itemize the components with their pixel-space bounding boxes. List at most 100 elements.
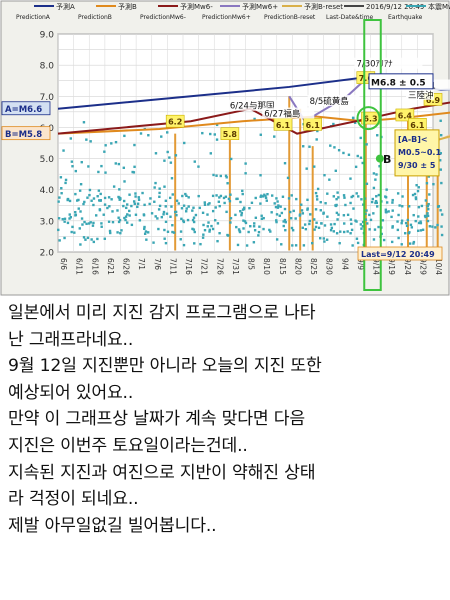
scatter-point — [133, 202, 136, 206]
scatter-point — [86, 196, 89, 199]
scatter-point — [434, 226, 437, 229]
scatter-point — [401, 195, 404, 198]
left-label-b: B=M5.8 — [5, 130, 42, 140]
scatter-point — [305, 167, 308, 170]
scatter-point — [334, 169, 337, 172]
x-tick-label: 6/11 — [75, 258, 84, 275]
scatter-point — [77, 207, 80, 210]
scatter-point — [427, 175, 431, 178]
scatter-point — [122, 199, 126, 203]
y-tick-label: 4.0 — [40, 186, 55, 196]
scatter-point — [172, 231, 176, 234]
event-label: 7/30ｱﾘｱﾅ — [356, 60, 392, 70]
scatter-point — [211, 209, 215, 213]
scatter-point — [361, 225, 365, 228]
scatter-point — [391, 209, 394, 212]
scatter-point — [236, 243, 240, 247]
scatter-point — [162, 213, 165, 216]
scatter-point — [87, 222, 91, 225]
legend-sublabel: PredictionB — [78, 14, 112, 21]
scatter-point — [77, 198, 80, 202]
scatter-point — [405, 224, 409, 228]
scatter-point — [97, 189, 101, 192]
scatter-point — [351, 194, 355, 198]
scatter-point — [209, 152, 212, 155]
legend-label: 予測Mw6+ — [242, 2, 278, 11]
scatter-point — [132, 171, 136, 174]
scatter-point — [163, 228, 166, 232]
scatter-point — [241, 189, 244, 193]
x-tick-label: 9/9 — [356, 258, 365, 270]
scatter-point — [308, 145, 311, 148]
scatter-point — [69, 216, 73, 219]
scatter-point — [63, 220, 66, 223]
scatter-point — [369, 218, 373, 222]
scatter-point — [224, 195, 228, 198]
scatter-point — [78, 189, 82, 192]
x-tick-label: 8/30 — [325, 258, 334, 275]
scatter-point — [253, 229, 257, 232]
scatter-point — [223, 201, 226, 205]
scatter-point — [314, 208, 318, 211]
scatter-point — [79, 183, 83, 186]
scatter-point — [360, 198, 363, 201]
scatter-point — [90, 199, 93, 202]
scatter-point — [265, 199, 268, 202]
scatter-point — [84, 238, 87, 241]
scatter-point — [396, 220, 399, 223]
scatter-point — [107, 220, 111, 223]
scatter-point — [336, 218, 339, 221]
x-tick-label: 10/4 — [434, 258, 443, 275]
scatter-point — [218, 196, 221, 199]
scatter-point — [198, 206, 201, 210]
scatter-point — [420, 204, 424, 208]
x-tick-label: 9/19 — [387, 258, 396, 275]
scatter-point — [439, 168, 442, 171]
scatter-point — [169, 215, 172, 218]
scatter-point — [103, 150, 106, 153]
scatter-point — [57, 200, 60, 203]
scatter-point — [170, 177, 174, 180]
scatter-point — [289, 217, 293, 220]
scatter-point — [319, 200, 322, 204]
scatter-point — [406, 218, 409, 222]
scatter-point — [89, 221, 92, 224]
scatter-point — [66, 221, 70, 225]
scatter-point — [381, 219, 385, 222]
scatter-point — [309, 213, 312, 216]
scatter-point — [235, 197, 238, 201]
scatter-point — [142, 214, 146, 217]
scatter-point — [313, 228, 316, 231]
scatter-point — [366, 222, 369, 225]
scatter-point — [412, 242, 415, 245]
scatter-point — [359, 156, 363, 159]
scatter-point — [68, 213, 71, 216]
event-label: 三陸沖 — [408, 90, 434, 101]
yellow-marker-label: 6.9 — [426, 96, 441, 105]
scatter-point — [171, 224, 174, 227]
scatter-point — [276, 206, 280, 209]
scatter-point — [117, 216, 120, 219]
scatter-point — [235, 225, 238, 229]
scatter-point — [275, 219, 278, 222]
scatter-point — [257, 230, 261, 234]
scatter-point — [160, 215, 164, 219]
scatter-point — [128, 193, 131, 196]
scatter-point — [227, 197, 231, 201]
legend-label: 予測B-reset — [304, 2, 343, 11]
scatter-point — [351, 244, 354, 247]
scatter-point — [336, 191, 339, 194]
scatter-point — [263, 193, 266, 196]
scatter-point — [427, 208, 430, 211]
scatter-point — [343, 196, 346, 199]
x-tick-label: 7/11 — [168, 258, 177, 275]
scatter-point — [253, 222, 256, 225]
scatter-point — [91, 224, 95, 227]
scatter-point — [384, 210, 388, 214]
scatter-point — [174, 154, 178, 157]
scatter-point — [413, 192, 417, 196]
scatter-point — [281, 195, 285, 198]
scatter-point — [337, 149, 341, 152]
scatter-point — [208, 230, 211, 233]
scatter-point — [191, 218, 195, 222]
